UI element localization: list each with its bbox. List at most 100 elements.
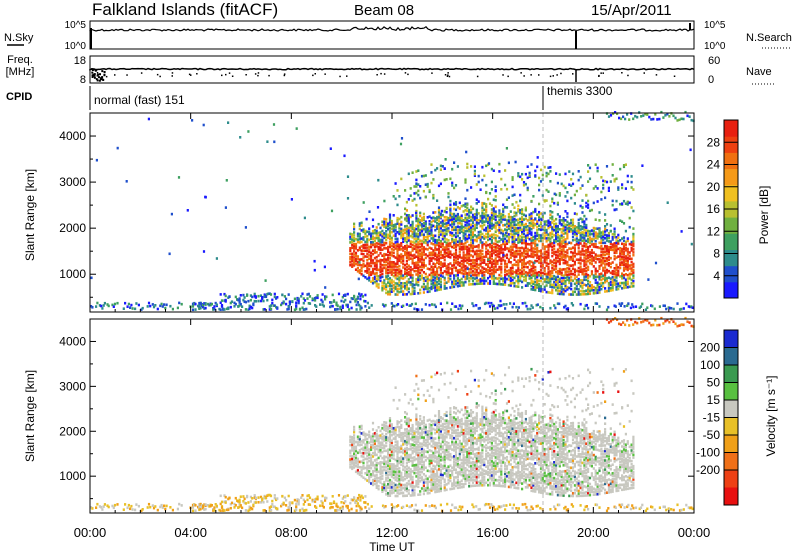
power-echo-cell xyxy=(532,235,535,239)
power-echo-cell xyxy=(490,167,493,171)
power-echo-cell xyxy=(505,273,509,276)
power-echo-cell xyxy=(454,282,458,286)
velocity-echo-cell xyxy=(349,460,352,463)
power-clutter-cell xyxy=(209,303,212,307)
power-echo-cell xyxy=(437,184,441,188)
power-echo-cell xyxy=(475,221,478,224)
power-echo-cell xyxy=(564,219,567,222)
power-echo-cell xyxy=(619,263,622,267)
power-clutter-cell xyxy=(276,306,279,309)
power-echo-cell xyxy=(553,250,556,254)
power-echo-cell xyxy=(409,194,412,197)
power-echo-cell xyxy=(485,203,488,206)
power-echo-cell xyxy=(577,280,580,283)
power-clutter-cell xyxy=(234,295,237,299)
velocity-echo-cell xyxy=(415,427,418,431)
power-echo-cell xyxy=(356,261,359,264)
power-echo-cell xyxy=(502,251,505,254)
power-echo-cell xyxy=(488,280,492,283)
power-echo-cell xyxy=(439,182,442,186)
power-echo-cell xyxy=(430,287,433,291)
velocity-echo-cell xyxy=(396,476,399,480)
power-echo-cell xyxy=(411,273,414,277)
power-echo-cell xyxy=(517,218,520,221)
power-echo-cell xyxy=(577,224,580,227)
velocity-echo-cell xyxy=(388,419,392,422)
velocity-echo-cell xyxy=(388,470,392,473)
power-echo-cell xyxy=(353,239,356,242)
power-clutter-cell xyxy=(676,302,679,305)
power-clutter-cell xyxy=(218,307,221,311)
velocity-echo-cell xyxy=(411,478,414,482)
power-echo-cell xyxy=(619,252,622,255)
power-echo-cell xyxy=(513,237,516,240)
velocity-echo-cell xyxy=(419,473,422,477)
power-echo-cell xyxy=(415,219,418,223)
power-echo-cell xyxy=(371,229,375,233)
velocity-echo-cell xyxy=(405,482,408,485)
power-echo-cell xyxy=(504,169,507,172)
power-echo-cell xyxy=(398,254,401,258)
power-echo-cell xyxy=(466,206,469,210)
power-echo-cell xyxy=(570,279,573,282)
velocity-echo-cell xyxy=(424,477,427,481)
power-clutter-cell xyxy=(266,298,269,302)
power-echo-cell xyxy=(364,240,367,244)
power-echo-cell xyxy=(364,235,367,238)
power-echo-cell xyxy=(490,269,493,272)
power-echo-cell xyxy=(551,197,554,201)
power-echo-cell xyxy=(419,214,422,218)
power-echo-cell xyxy=(558,192,561,195)
power-echo-cell xyxy=(439,263,442,266)
power-clutter-cell xyxy=(439,302,442,305)
power-clutter-cell xyxy=(238,297,241,300)
power-echo-cell xyxy=(507,161,510,165)
power-clutter-cell xyxy=(687,305,690,308)
power-echo-cell xyxy=(411,233,414,236)
velocity-echo-cell xyxy=(402,451,405,455)
power-echo-cell xyxy=(571,246,575,249)
power-clutter-cell xyxy=(254,300,257,303)
power-echo-cell xyxy=(473,169,476,173)
power-echo-cell xyxy=(492,282,495,285)
power-colorbar-tick-label: 28 xyxy=(707,135,721,149)
power-clutter-cell xyxy=(213,305,216,308)
power-echo-cell xyxy=(470,238,473,241)
power-echo-cell xyxy=(619,261,622,264)
power-echo-cell xyxy=(470,268,473,271)
power-echo-cell xyxy=(373,239,376,243)
power-echo-cell xyxy=(628,251,631,254)
power-echo-cell xyxy=(617,239,620,243)
power-echo-cell xyxy=(624,267,627,271)
nsearch-tick-top: 10^5 xyxy=(704,20,726,31)
power-echo-cell xyxy=(504,218,507,221)
power-clutter-cell xyxy=(370,304,373,307)
power-echo-cell xyxy=(413,266,416,269)
power-echo-cell xyxy=(602,247,605,251)
power-echo-cell xyxy=(404,245,407,248)
power-echo-cell xyxy=(492,169,495,172)
power-echo-cell xyxy=(400,242,403,245)
power-clutter-cell xyxy=(198,301,201,305)
power-far-echo xyxy=(674,116,677,120)
power-echo-cell xyxy=(579,242,582,245)
power-echo-cell xyxy=(405,219,408,223)
velocity-echo-cell xyxy=(368,478,371,481)
power-echo-cell xyxy=(532,219,535,222)
power-echo-cell xyxy=(354,268,358,271)
power-echo-cell xyxy=(462,237,465,240)
power-echo-cell xyxy=(615,177,618,181)
power-echo-cell xyxy=(613,178,616,181)
power-echo-cell xyxy=(494,253,497,257)
power-echo-cell xyxy=(492,265,495,269)
power-echo-cell xyxy=(483,234,486,238)
power-echo-cell xyxy=(436,277,439,281)
power-echo-cell xyxy=(349,263,352,267)
power-echo-cell xyxy=(628,257,631,261)
velocity-echo-cell xyxy=(415,463,418,467)
power-echo-cell xyxy=(434,270,437,274)
power-echo-cell xyxy=(498,245,501,248)
power-echo-cell xyxy=(356,234,359,238)
velocity-echo-cell xyxy=(381,477,384,480)
power-echo-cell xyxy=(394,244,397,247)
